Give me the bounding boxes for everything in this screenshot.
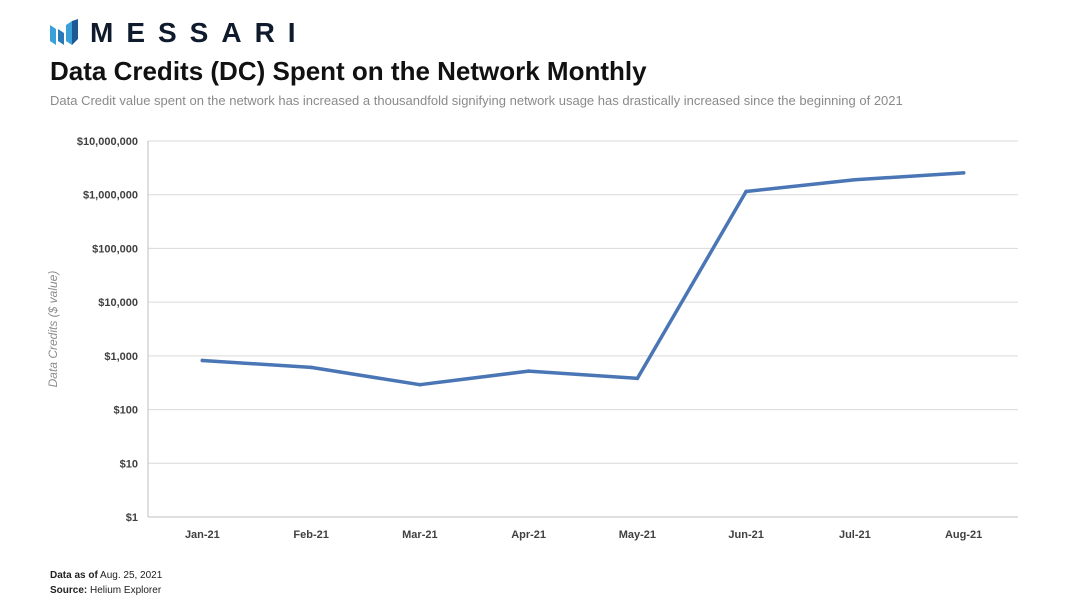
y-tick-label: $1 (126, 512, 138, 524)
series-line (200, 171, 966, 387)
data-as-of: Data as of Aug. 25, 2021 (50, 570, 162, 581)
data-point (200, 358, 205, 363)
x-tick-label: May-21 (619, 529, 656, 541)
messari-logo-icon (50, 19, 78, 45)
source-value: Helium Explorer (90, 585, 162, 596)
y-tick-label: $100 (114, 405, 138, 417)
chart-subtitle: Data Credit value spent on the network h… (50, 93, 903, 108)
source-label: Source: (50, 585, 88, 596)
x-tick-label: Jul-21 (839, 529, 871, 541)
data-point (961, 171, 966, 175)
y-tick-label: $1,000 (104, 351, 138, 363)
source-note: Source: Helium Explorer (50, 585, 161, 596)
messari-logo: MESSARI (50, 18, 309, 48)
data-point (635, 376, 640, 381)
x-tick-label: Mar-21 (402, 529, 437, 541)
data-as-of-label: Data as of (50, 570, 98, 581)
y-tick-label: $100,000 (92, 243, 138, 255)
x-tick-label: Jun-21 (728, 529, 763, 541)
y-tick-label: $1,000,000 (83, 190, 138, 202)
chart-title: Data Credits (DC) Spent on the Network M… (50, 56, 647, 86)
data-as-of-value: Aug. 25, 2021 (100, 570, 163, 581)
data-point (418, 382, 422, 387)
x-tick-label: Aug-21 (945, 529, 982, 541)
data-point (526, 369, 531, 373)
y-axis-title: Data Credits ($ value) (46, 271, 60, 388)
x-tick-label: Jan-21 (185, 529, 220, 541)
data-point (309, 365, 313, 370)
brand-name: MESSARI (90, 17, 309, 48)
x-tick-label: Apr-21 (511, 529, 546, 541)
y-tick-label: $10,000 (98, 297, 138, 309)
data-point (744, 189, 748, 194)
data-point (853, 177, 857, 182)
x-tick-label: Feb-21 (293, 529, 328, 541)
y-tick-label: $10,000,000 (77, 136, 138, 148)
y-tick-label: $10 (120, 458, 138, 470)
